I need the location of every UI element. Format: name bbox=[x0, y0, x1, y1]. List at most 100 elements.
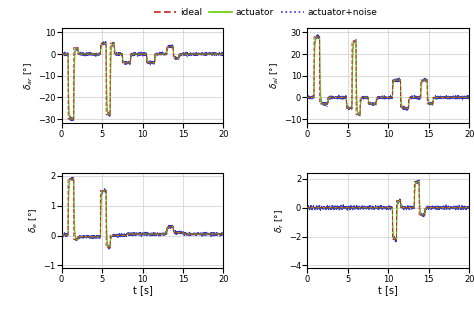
actuator bbox=[357, 113, 363, 117]
actuator+noise bbox=[415, 95, 420, 99]
ideal bbox=[328, 206, 333, 210]
actuator bbox=[466, 95, 472, 99]
ideal bbox=[128, 232, 133, 236]
ideal bbox=[98, 41, 103, 45]
actuator bbox=[375, 206, 381, 210]
actuator bbox=[386, 206, 392, 210]
actuator bbox=[129, 52, 135, 56]
Line: actuator: actuator bbox=[308, 182, 469, 239]
actuator+noise bbox=[169, 44, 174, 48]
actuator+noise bbox=[386, 97, 392, 101]
actuator bbox=[107, 246, 113, 249]
ideal bbox=[337, 95, 343, 99]
actuator+noise bbox=[393, 240, 399, 244]
actuator+noise bbox=[82, 54, 87, 57]
ideal bbox=[140, 232, 146, 236]
ideal bbox=[59, 52, 64, 56]
Line: actuator: actuator bbox=[62, 43, 223, 119]
actuator bbox=[220, 52, 226, 56]
actuator bbox=[415, 95, 420, 99]
ideal bbox=[129, 232, 135, 236]
actuator+noise bbox=[466, 206, 472, 210]
actuator+noise bbox=[337, 205, 342, 209]
actuator+noise bbox=[70, 119, 76, 123]
actuator bbox=[466, 206, 472, 210]
actuator bbox=[82, 235, 87, 239]
actuator+noise bbox=[416, 178, 421, 181]
Line: ideal: ideal bbox=[62, 43, 223, 119]
Y-axis label: $\delta_{e}$ [°]: $\delta_{e}$ [°] bbox=[28, 208, 40, 233]
ideal bbox=[411, 180, 417, 183]
ideal bbox=[328, 95, 333, 99]
actuator bbox=[128, 232, 133, 236]
actuator bbox=[393, 237, 399, 241]
actuator bbox=[91, 235, 97, 239]
actuator+noise bbox=[357, 114, 363, 118]
ideal bbox=[82, 235, 87, 239]
actuator bbox=[128, 58, 133, 62]
ideal bbox=[305, 206, 310, 210]
ideal bbox=[91, 52, 97, 56]
actuator+noise bbox=[305, 205, 310, 208]
ideal bbox=[91, 235, 97, 239]
Line: actuator+noise: actuator+noise bbox=[62, 177, 223, 249]
ideal bbox=[107, 246, 113, 249]
ideal bbox=[65, 117, 71, 121]
actuator bbox=[140, 52, 146, 56]
Y-axis label: $\delta_{ar}$ [°]: $\delta_{ar}$ [°] bbox=[22, 62, 35, 90]
Line: ideal: ideal bbox=[62, 178, 223, 247]
actuator+noise bbox=[375, 206, 381, 209]
ideal bbox=[375, 95, 381, 99]
actuator+noise bbox=[375, 96, 381, 100]
ideal bbox=[140, 52, 146, 56]
actuator+noise bbox=[91, 235, 97, 239]
actuator bbox=[317, 35, 322, 39]
actuator bbox=[416, 180, 422, 183]
ideal bbox=[353, 113, 359, 117]
actuator bbox=[140, 232, 146, 236]
actuator+noise bbox=[220, 51, 226, 55]
actuator+noise bbox=[337, 95, 343, 98]
actuator+noise bbox=[128, 58, 133, 62]
actuator bbox=[337, 206, 342, 210]
actuator+noise bbox=[305, 95, 310, 99]
ideal bbox=[169, 45, 174, 48]
ideal bbox=[82, 52, 87, 56]
Legend: ideal, actuator, actuator+noise: ideal, actuator, actuator+noise bbox=[150, 4, 381, 21]
ideal bbox=[59, 233, 64, 237]
actuator bbox=[374, 100, 379, 104]
ideal bbox=[466, 95, 472, 99]
actuator bbox=[59, 233, 64, 237]
actuator+noise bbox=[328, 96, 333, 100]
actuator bbox=[70, 177, 75, 180]
actuator bbox=[305, 206, 310, 210]
actuator+noise bbox=[140, 231, 146, 235]
actuator+noise bbox=[91, 52, 97, 56]
Line: actuator+noise: actuator+noise bbox=[308, 179, 469, 242]
actuator bbox=[71, 117, 77, 121]
actuator bbox=[82, 52, 87, 56]
actuator+noise bbox=[59, 52, 64, 56]
actuator+noise bbox=[466, 96, 472, 100]
ideal bbox=[386, 95, 392, 99]
X-axis label: t [s]: t [s] bbox=[133, 285, 153, 295]
Y-axis label: $\delta_{al}$ [°]: $\delta_{al}$ [°] bbox=[268, 62, 281, 89]
ideal bbox=[311, 35, 317, 39]
actuator+noise bbox=[374, 206, 379, 210]
actuator+noise bbox=[71, 175, 76, 179]
actuator bbox=[328, 95, 333, 99]
ideal bbox=[374, 206, 379, 210]
ideal bbox=[386, 206, 392, 210]
ideal bbox=[65, 177, 71, 180]
actuator bbox=[91, 52, 97, 56]
actuator+noise bbox=[140, 53, 146, 56]
actuator bbox=[375, 96, 381, 100]
ideal bbox=[374, 95, 379, 99]
actuator bbox=[337, 95, 343, 99]
Line: actuator+noise: actuator+noise bbox=[308, 35, 469, 116]
Line: actuator: actuator bbox=[308, 37, 469, 115]
Line: ideal: ideal bbox=[308, 37, 469, 115]
ideal bbox=[220, 52, 226, 56]
actuator+noise bbox=[59, 232, 64, 236]
actuator bbox=[169, 45, 174, 48]
